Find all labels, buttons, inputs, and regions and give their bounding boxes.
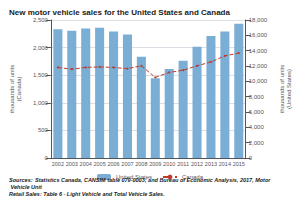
svg-text:2008: 2008 [135,161,147,167]
svg-text:2010: 2010 [163,161,175,167]
svg-text:2015: 2015 [233,161,245,167]
svg-text:Sources:: Sources: [9,177,33,183]
svg-text:500: 500 [38,127,49,133]
svg-text:1,000: 1,000 [33,100,49,106]
svg-text:2,500: 2,500 [33,17,49,23]
svg-text:12,000: 12,000 [249,63,268,69]
svg-text:2009: 2009 [149,161,161,167]
svg-text:Statistics Canada, CANSIM tabl: Statistics Canada, CANSIM table 079-0003… [33,177,271,183]
svg-text:6,000: 6,000 [249,109,265,115]
svg-text:thousands of units: thousands of units [9,65,15,114]
svg-text:(Canada): (Canada) [16,76,22,101]
svg-text:0: 0 [249,155,253,161]
svg-text:2003: 2003 [66,161,78,167]
svg-text:2013: 2013 [205,161,217,167]
svg-text:10,000: 10,000 [249,78,268,84]
svg-text:(United States): (United States) [286,69,292,109]
svg-text:18,000: 18,000 [249,17,268,23]
svg-text:2005: 2005 [93,161,105,167]
svg-text:4,000: 4,000 [249,124,265,130]
svg-text:2011: 2011 [177,161,189,167]
svg-text:1,500: 1,500 [33,72,49,78]
svg-text:14,000: 14,000 [249,48,268,54]
svg-text:2,000: 2,000 [33,45,49,51]
svg-text:2007: 2007 [121,161,133,167]
svg-text:2,000: 2,000 [249,140,265,146]
svg-text:2012: 2012 [191,161,203,167]
svg-text:thousands of units: thousands of units [279,65,285,114]
svg-text:8,000: 8,000 [249,94,265,100]
svg-text:0: 0 [45,155,49,161]
svg-text:Retail Sales: Table 6 - Light: Retail Sales: Table 6 - Light Vehicle an… [9,191,165,197]
svg-text:2002: 2002 [52,161,64,167]
svg-text:2014: 2014 [219,161,231,167]
svg-text:2004: 2004 [80,161,92,167]
svg-text:Vehicle Unit: Vehicle Unit [9,184,43,190]
svg-text:New motor vehicle sales for th: New motor vehicle sales for the United S… [9,8,231,17]
svg-text:2006: 2006 [107,161,119,167]
svg-text:16,000: 16,000 [249,32,268,38]
